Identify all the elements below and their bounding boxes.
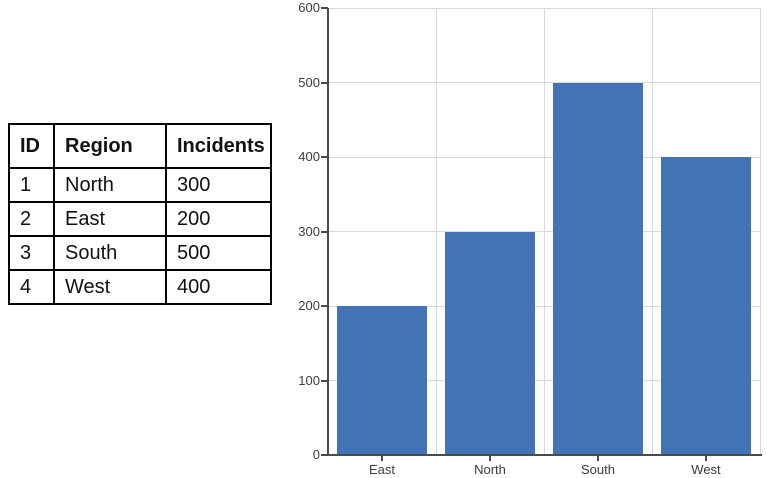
gridline-vertical xyxy=(543,8,545,455)
table-row: 2 East 200 xyxy=(8,201,272,237)
y-tick-label: 600 xyxy=(298,0,320,15)
x-axis-label-east: East xyxy=(368,462,395,477)
table-cell: East xyxy=(53,201,167,237)
table-row: 3 South 500 xyxy=(8,235,272,271)
y-axis-tick xyxy=(321,156,328,158)
table-cell: 300 xyxy=(165,167,272,203)
y-axis-tick xyxy=(321,81,328,84)
y-axis-tick xyxy=(321,379,328,382)
table-cell: North xyxy=(53,167,167,203)
bar-north xyxy=(445,231,535,455)
y-tick-label: 0 xyxy=(312,447,320,462)
x-axis-tick xyxy=(597,456,599,461)
header-cell-region: Region xyxy=(53,123,167,169)
bar-east xyxy=(337,306,427,455)
table-cell: 4 xyxy=(8,269,55,305)
table-cell: 1 xyxy=(8,167,55,203)
table-cell: 200 xyxy=(165,201,272,237)
incidents-table: ID Region Incidents 1 North 300 2 East 200 3 So… xyxy=(8,123,272,305)
table-cell: South xyxy=(53,235,167,271)
x-axis-label-west: West xyxy=(691,462,721,477)
table-body: 1 North 300 2 East 200 3 South 500 4 West 400 xyxy=(8,167,272,305)
table-cell: West xyxy=(53,269,167,305)
bar-south xyxy=(553,82,643,455)
y-axis-line xyxy=(327,8,329,456)
table-header-row: ID Region Incidents xyxy=(8,123,272,169)
x-axis-tick xyxy=(705,456,707,461)
y-tick-label: 100 xyxy=(298,372,320,388)
y-tick-label: 200 xyxy=(298,298,320,313)
header-cell-incidents: Incidents xyxy=(165,123,272,169)
y-tick-label: 500 xyxy=(298,74,320,90)
table-cell: 2 xyxy=(8,201,55,237)
x-axis-line xyxy=(327,454,762,456)
table-cell: 3 xyxy=(8,235,55,271)
x-axis-tick xyxy=(489,456,491,461)
x-axis-label-north: North xyxy=(474,462,506,477)
bar-chart: 0 100 200 300 400 500 600 East North South West xyxy=(298,1,762,477)
y-axis-tick xyxy=(321,305,328,307)
table-row: 1 North 300 xyxy=(8,167,272,203)
y-axis-tick xyxy=(321,7,328,9)
y-axis-tick xyxy=(321,454,328,456)
gridline-vertical xyxy=(435,8,437,455)
gridline-vertical xyxy=(759,8,761,455)
gridline-vertical xyxy=(651,8,653,455)
table-row: 4 West 400 xyxy=(8,269,272,305)
table-cell: 400 xyxy=(165,269,272,305)
x-axis-tick xyxy=(381,456,383,461)
header-cell-id: ID xyxy=(8,123,55,169)
x-axis-label-south: South xyxy=(581,462,615,477)
y-axis-tick xyxy=(321,230,328,233)
y-tick-label: 300 xyxy=(298,223,320,239)
bar-west xyxy=(661,157,751,455)
y-tick-label: 400 xyxy=(298,149,320,164)
table-cell: 500 xyxy=(165,235,272,271)
